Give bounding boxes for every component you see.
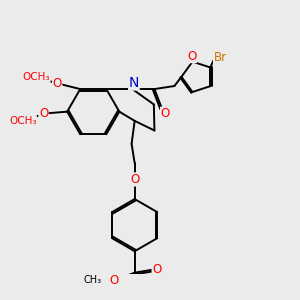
Text: OCH₃: OCH₃: [22, 72, 50, 82]
Text: N: N: [129, 76, 139, 90]
Text: O: O: [160, 107, 170, 120]
Text: O: O: [52, 77, 62, 90]
Text: OCH₃: OCH₃: [9, 116, 37, 126]
Text: O: O: [187, 50, 196, 63]
Text: O: O: [110, 274, 119, 287]
Text: CH₃: CH₃: [84, 275, 102, 285]
Text: O: O: [39, 107, 48, 120]
Text: Br: Br: [214, 51, 227, 64]
Text: O: O: [130, 173, 139, 186]
Text: O: O: [152, 263, 161, 276]
